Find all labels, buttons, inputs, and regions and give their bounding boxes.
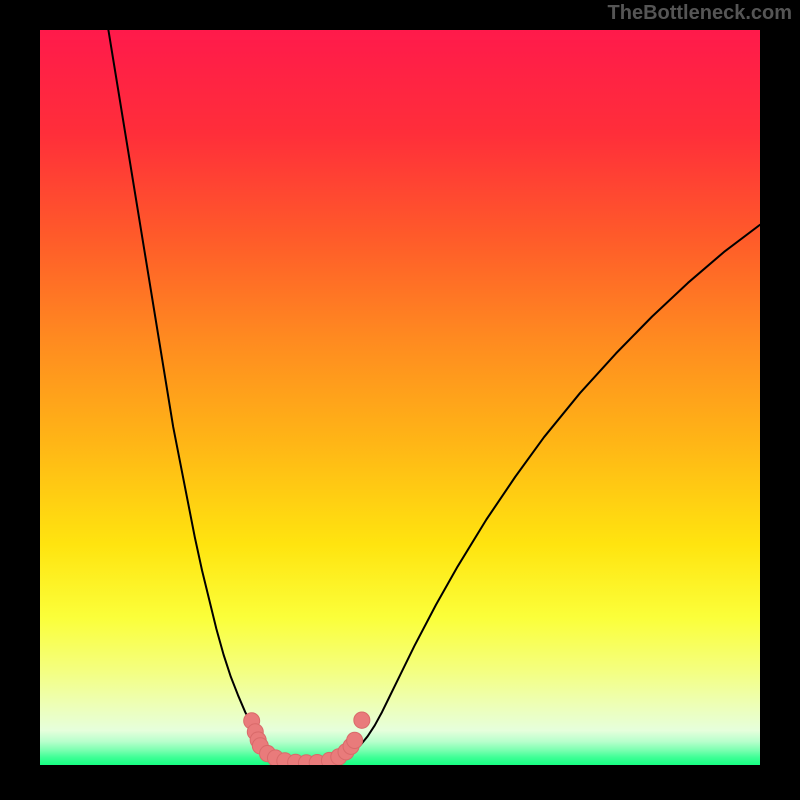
chart-plot-area: [40, 30, 760, 765]
attribution-text: TheBottleneck.com: [608, 2, 792, 25]
v-curve-path: [108, 30, 760, 765]
v-curve-chart: [40, 30, 760, 765]
ridge-marker: [354, 712, 370, 728]
ridge-marker: [347, 732, 363, 748]
